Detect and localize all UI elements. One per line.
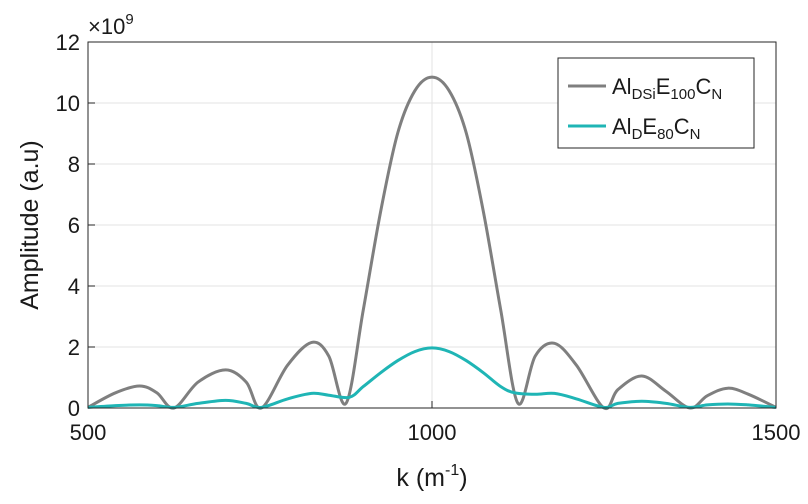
- x-axis-title: k (m-1): [396, 462, 467, 492]
- y-tick-label: 4: [68, 274, 80, 299]
- y-tick-label: 8: [68, 152, 80, 177]
- series-line-1: [87, 346, 777, 410]
- y-tick-label: 2: [68, 335, 80, 360]
- tick-layer: 0 2 4 6 8 10 12 500 1000 1500: [56, 30, 801, 445]
- series-layer: [87, 75, 777, 411]
- x-tick-label: 500: [70, 420, 107, 445]
- legend-label-al-d-e80-cn: AlDE80CN: [612, 114, 701, 143]
- legend: AlDSiE100CN AlDE80CN: [557, 57, 755, 149]
- y-multiplier: ×109: [88, 11, 134, 39]
- y-axis-title: Amplitude (a.u): [16, 140, 44, 310]
- y-tick-label: 0: [68, 396, 80, 421]
- legend-box: [557, 57, 755, 149]
- y-tick-label: 12: [56, 30, 80, 55]
- y-tick-label: 10: [56, 91, 80, 116]
- legend-label-al-dsi-e100-cn: AlDSiE100CN: [612, 74, 722, 103]
- x-tick-label: 1500: [752, 420, 801, 445]
- series-line-0: [87, 75, 777, 411]
- x-tick-label: 1000: [408, 420, 457, 445]
- y-tick-label: 6: [68, 213, 80, 238]
